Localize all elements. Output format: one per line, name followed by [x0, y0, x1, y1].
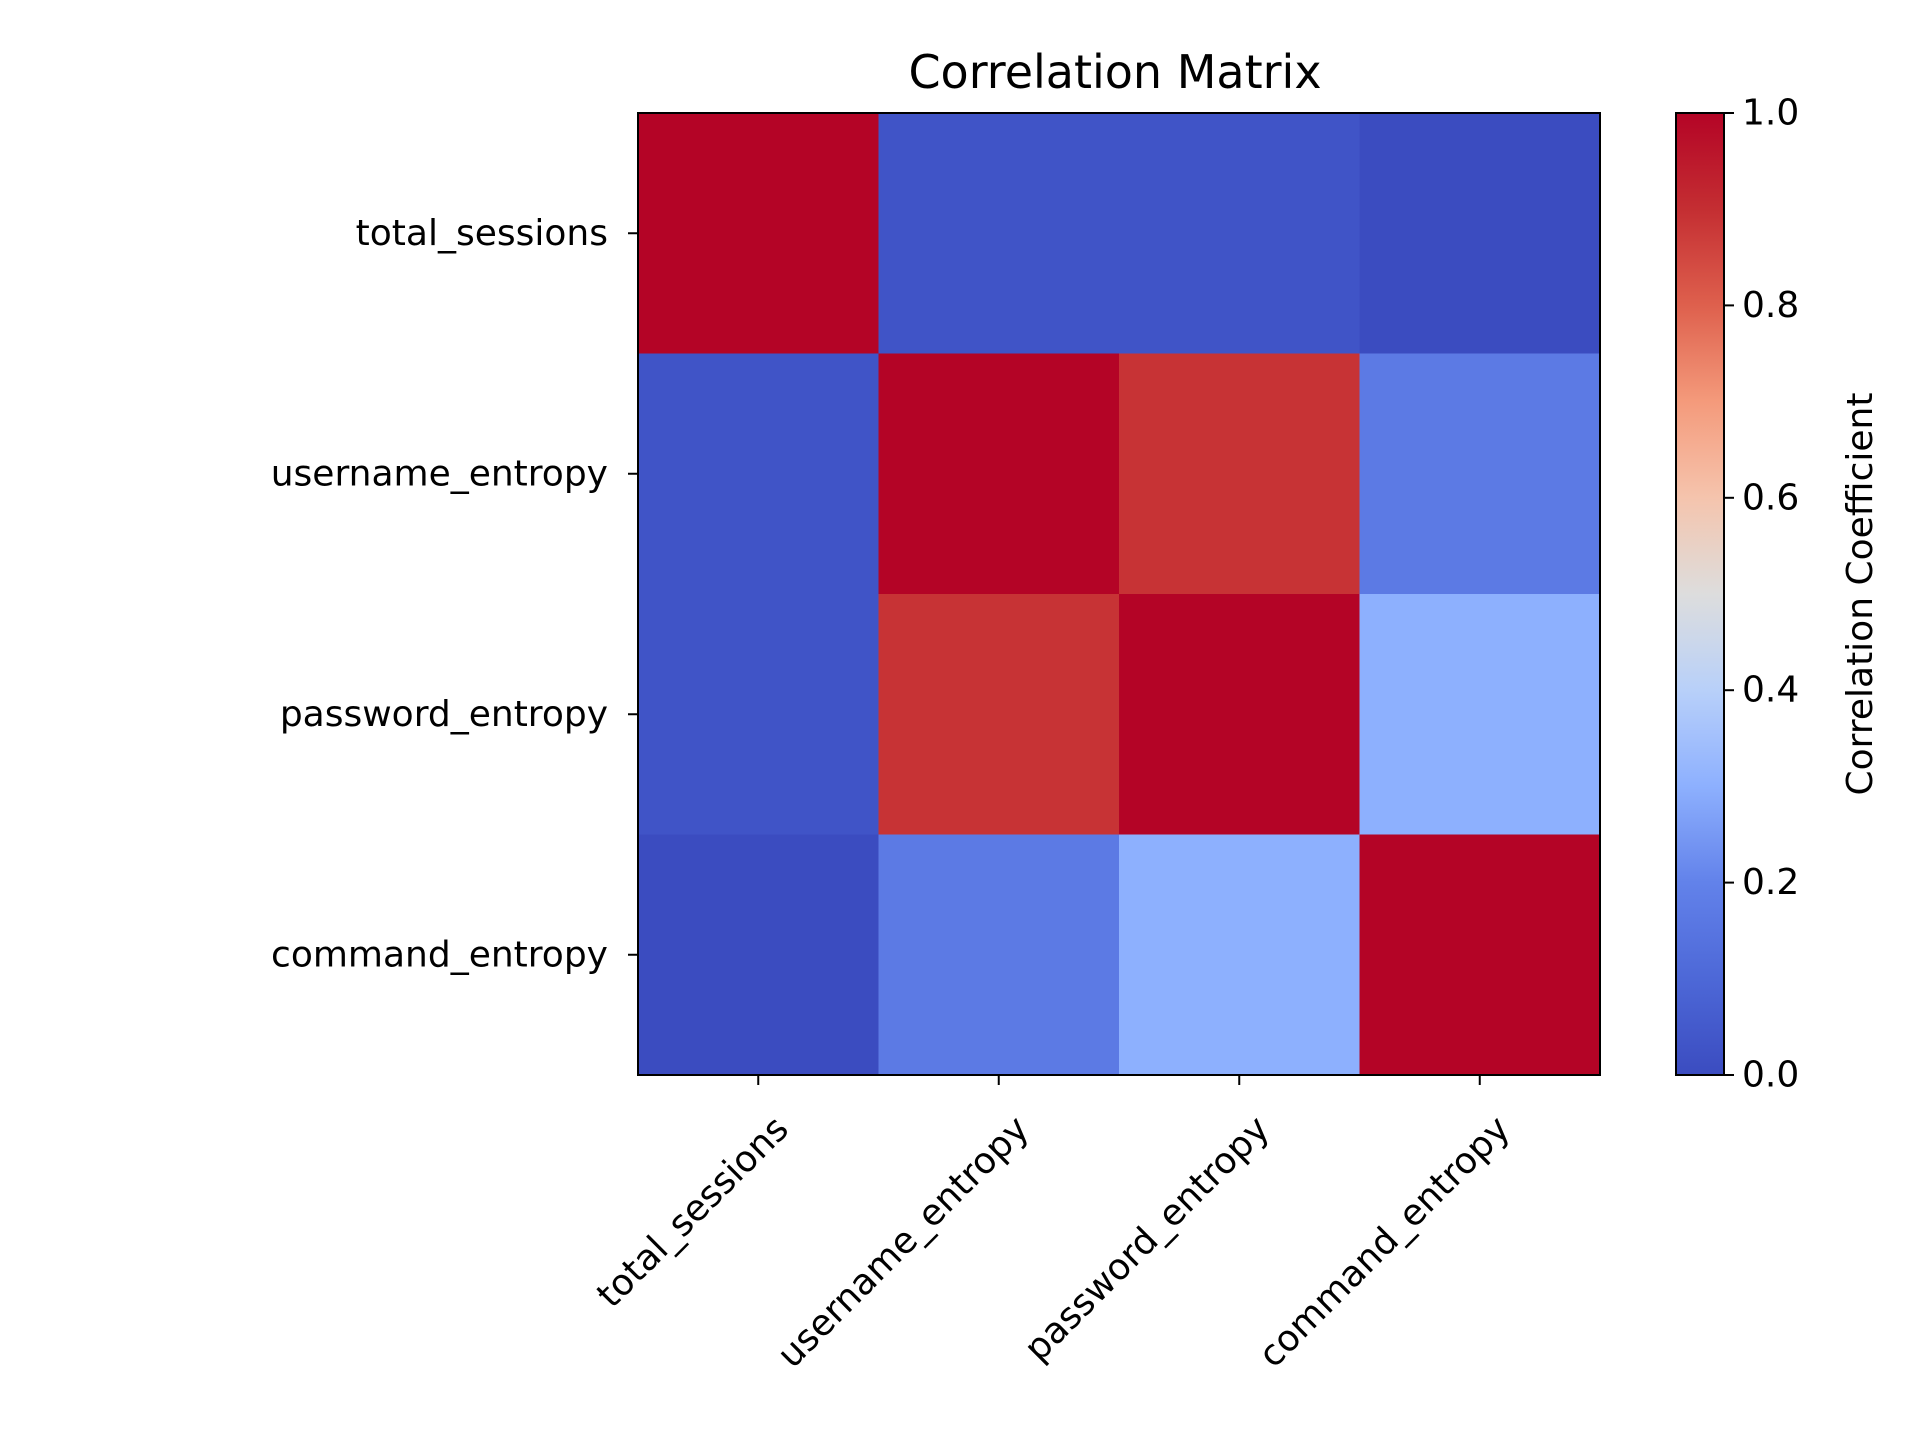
- heatmap-cell: [1359, 113, 1601, 355]
- heatmap-cell: [1119, 834, 1361, 1076]
- heatmap-cell: [638, 353, 880, 595]
- heatmap-cell: [1359, 594, 1601, 836]
- colorbar-tick-label: 0.4: [1742, 670, 1799, 711]
- heatmap-cell: [1119, 594, 1361, 836]
- heatmap-cells: [638, 113, 1601, 1076]
- heatmap-cell: [878, 594, 1120, 836]
- heatmap-cell: [638, 113, 880, 355]
- plot-frame: [637, 112, 1601, 1076]
- x-tick-label: password_entropy: [1017, 1108, 1278, 1369]
- heatmap-cell: [1359, 834, 1601, 1076]
- heatmap-cell: [878, 834, 1120, 1076]
- colorbar-tick-label: 1.0: [1742, 93, 1799, 134]
- colorbar: 0.0 0.2 0.4 0.6 0.8 1.0 Correlation Coefficien…: [1675, 93, 1881, 1096]
- x-tick-label: total_sessions: [589, 1108, 796, 1315]
- x-tick-label: username_entropy: [770, 1108, 1037, 1375]
- y-tick-label: password_entropy: [280, 694, 608, 735]
- colorbar-tick-label: 0.2: [1742, 862, 1799, 903]
- heatmap-cell: [878, 353, 1120, 595]
- chart-title: Correlation Matrix: [908, 45, 1321, 99]
- colorbar-tick-label: 0.6: [1742, 477, 1799, 518]
- heatmap-cell: [1119, 353, 1361, 595]
- colorbar-label: Correlation Coefficient: [1840, 393, 1881, 796]
- heatmap-cell: [1119, 113, 1361, 355]
- heatmap-cell: [1359, 353, 1601, 595]
- heatmap-cell: [638, 594, 880, 836]
- x-tick-label: command_entropy: [1251, 1108, 1518, 1375]
- heatmap-cell: [638, 834, 880, 1076]
- y-tick-label: command_entropy: [271, 934, 608, 975]
- colorbar-gradient: [1675, 112, 1725, 1076]
- colorbar-tick-label: 0.8: [1742, 285, 1799, 326]
- heatmap-cell: [878, 113, 1120, 355]
- colorbar-tick-label: 0.0: [1742, 1055, 1799, 1096]
- y-tick-label: username_entropy: [271, 453, 608, 494]
- y-tick-label: total_sessions: [356, 213, 608, 254]
